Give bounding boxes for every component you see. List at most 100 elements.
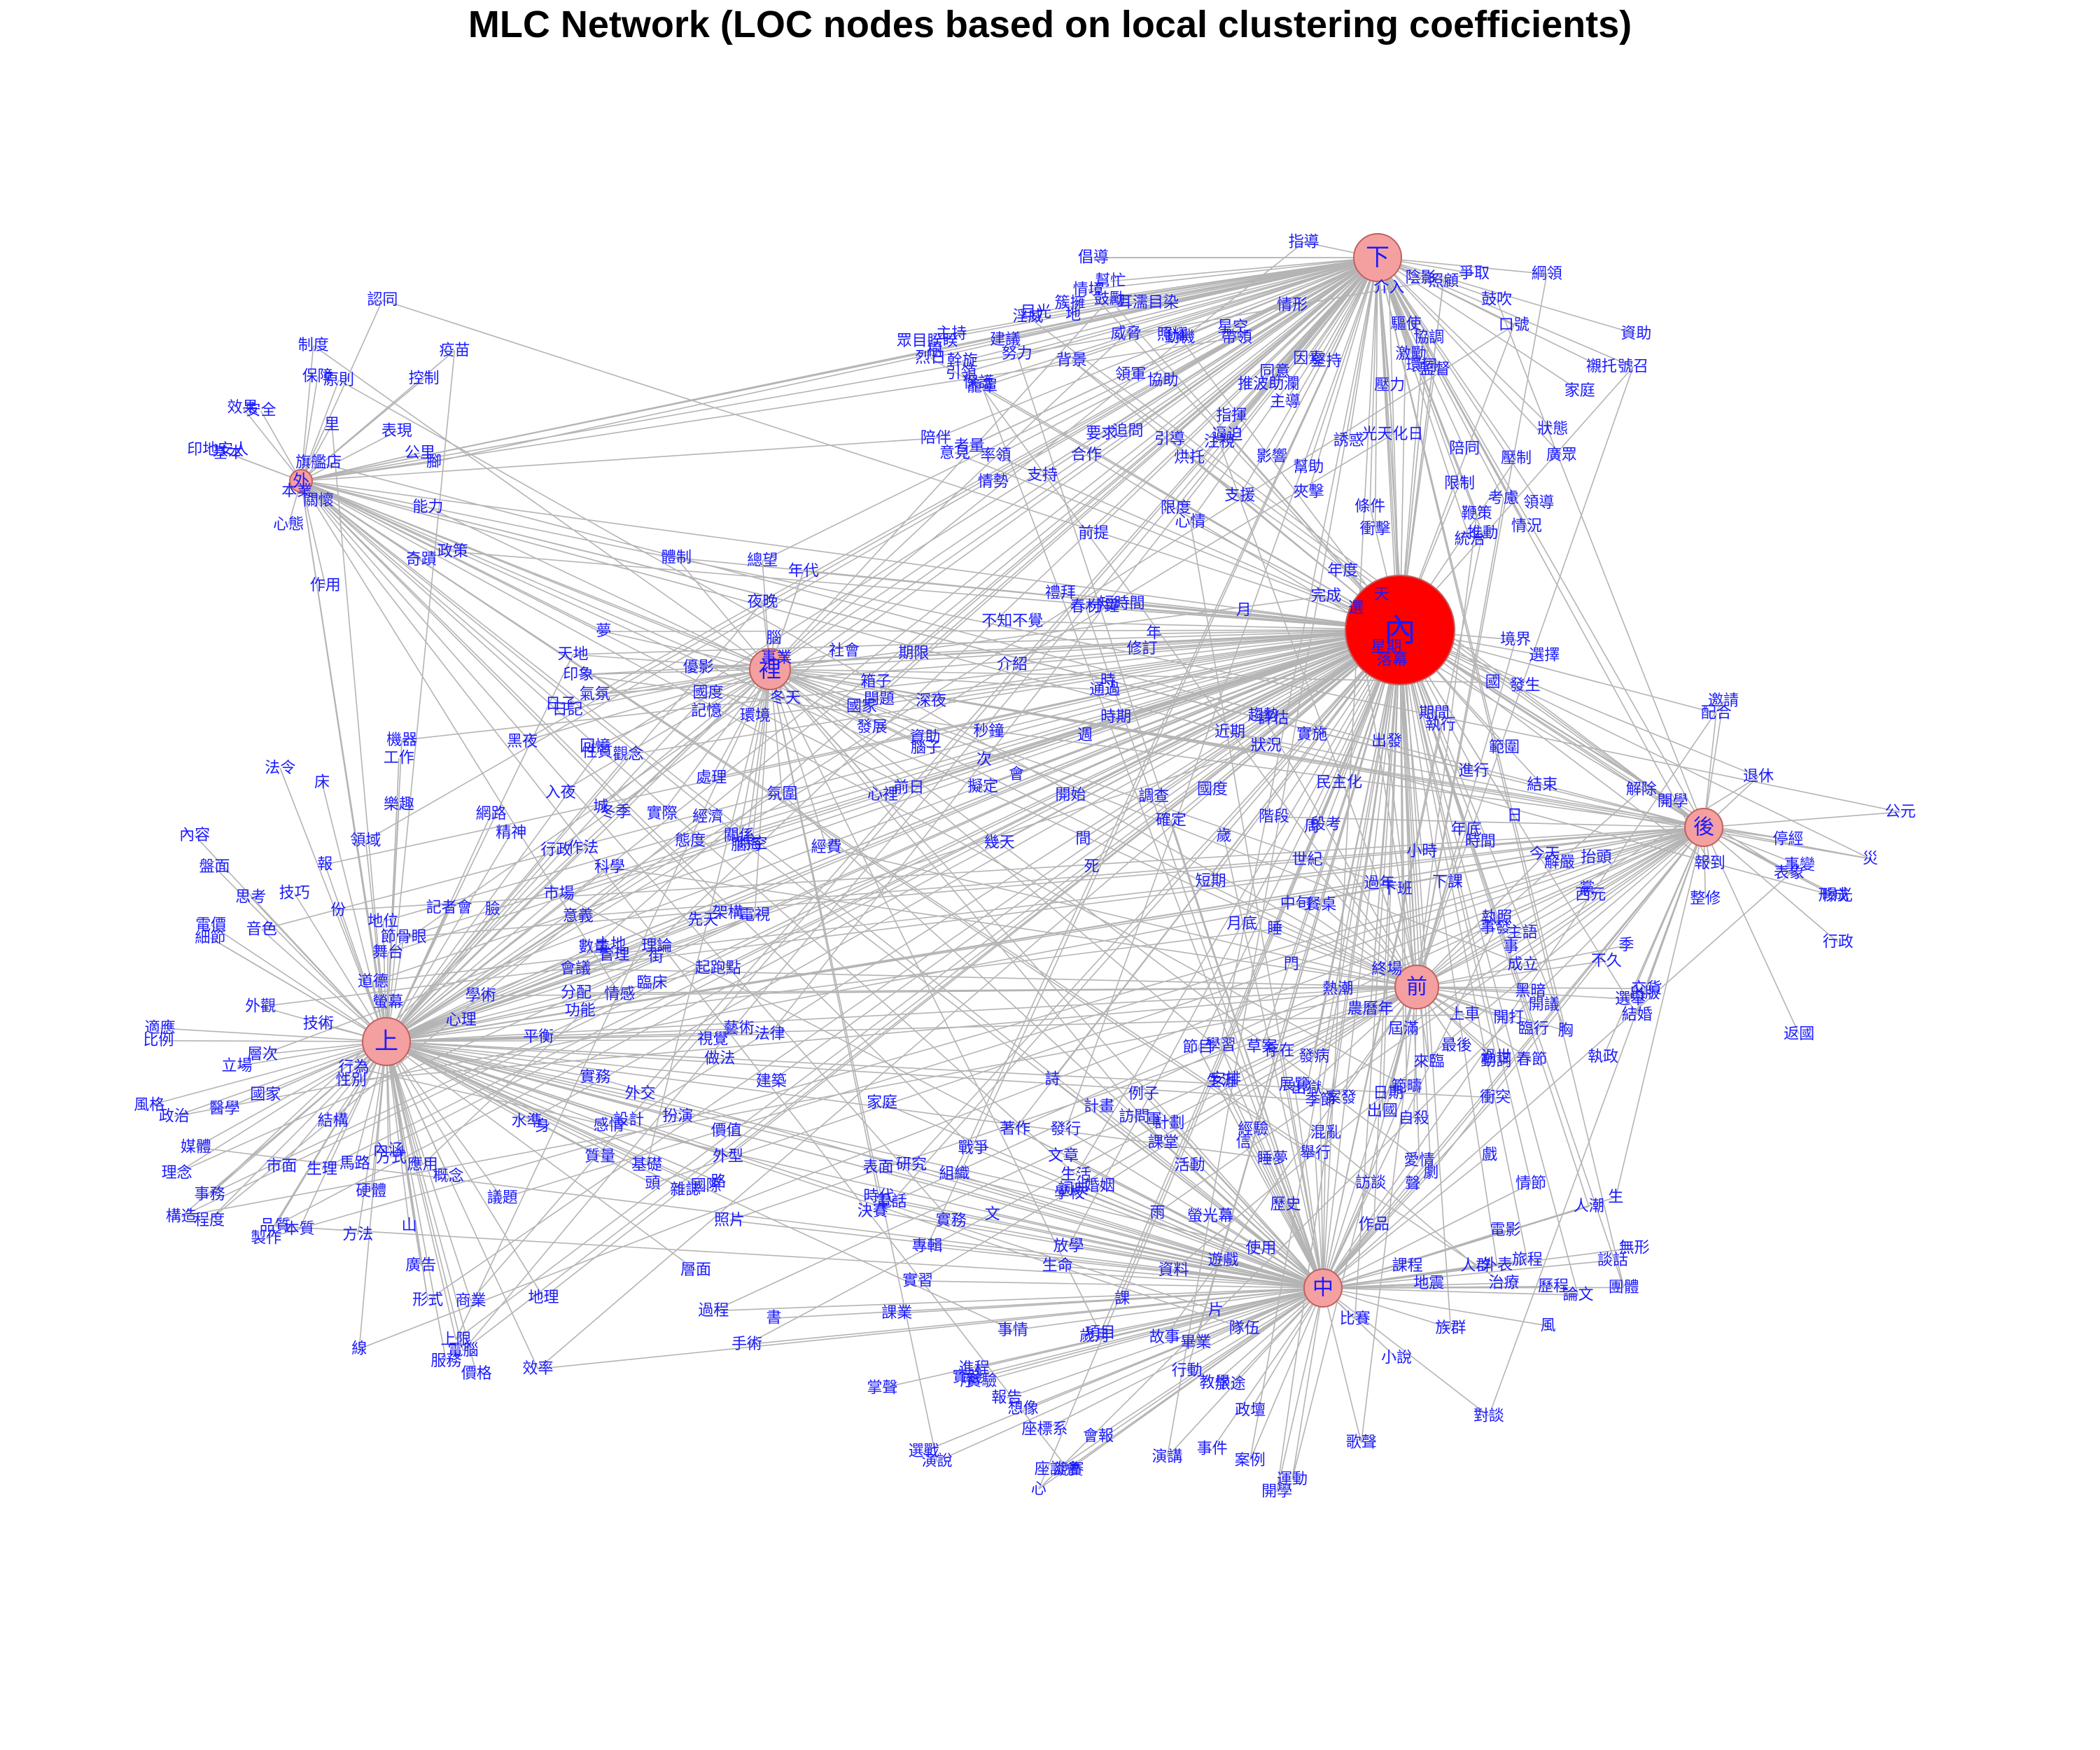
network-edge bbox=[578, 668, 771, 676]
network-edge bbox=[1416, 274, 1548, 988]
node-label: 馬路 bbox=[340, 1155, 370, 1172]
node-label: 日子 bbox=[545, 696, 576, 713]
network-edge bbox=[300, 480, 1407, 1088]
node-label: 效率 bbox=[522, 1360, 553, 1378]
network-edge bbox=[386, 1041, 1070, 1195]
network-edge bbox=[386, 1041, 596, 1079]
network-edge bbox=[1110, 257, 1378, 282]
network-edge bbox=[690, 629, 1401, 842]
node-label: 構造 bbox=[166, 1208, 197, 1225]
node-label: 今天 bbox=[1530, 846, 1560, 863]
node-label: 開始 bbox=[1055, 786, 1086, 804]
node-label: 執行 bbox=[1425, 716, 1456, 734]
node-label: 情節 bbox=[1516, 1175, 1546, 1192]
node-label: 頭 bbox=[645, 1175, 660, 1193]
network-edge bbox=[300, 345, 314, 482]
node-label: 分配 bbox=[561, 984, 592, 1002]
node-label: 日記 bbox=[552, 701, 583, 718]
node-label: 光天化日 bbox=[1362, 426, 1423, 443]
network-edge bbox=[769, 668, 925, 738]
network-edge bbox=[386, 1041, 1496, 1098]
node-label: 背景 bbox=[1056, 352, 1087, 370]
node-label: 夢 bbox=[596, 623, 611, 640]
node-label: 天 bbox=[1374, 586, 1390, 603]
node-label: 腦海 bbox=[731, 836, 762, 854]
network-edge bbox=[769, 668, 1398, 890]
node-label: 制度 bbox=[298, 337, 329, 354]
network-edge bbox=[1322, 724, 1441, 1289]
node-label: 臨行 bbox=[1518, 1020, 1549, 1037]
node-label: 睡 bbox=[1267, 920, 1282, 938]
node-label: 家庭 bbox=[1564, 382, 1595, 400]
node-label: 熱潮 bbox=[1322, 980, 1353, 997]
network-edge bbox=[1377, 257, 1478, 514]
network-edge bbox=[713, 1287, 1324, 1312]
node-label: 戰爭 bbox=[958, 1140, 989, 1157]
node-label: 率領 bbox=[980, 447, 1011, 465]
node-label: 主持 bbox=[936, 325, 967, 342]
network-edge bbox=[1073, 986, 1418, 1190]
network-edge bbox=[1109, 257, 1378, 300]
network-edge bbox=[1377, 257, 1547, 275]
node-label: 經驗 bbox=[1238, 1121, 1268, 1138]
network-edge bbox=[769, 668, 1101, 1334]
node-label: 協助 bbox=[1147, 372, 1178, 389]
network-edge bbox=[386, 350, 456, 1042]
node-label: 設計 bbox=[613, 1112, 644, 1129]
node-label: 精神 bbox=[496, 825, 526, 842]
network-edge bbox=[1399, 629, 1404, 1030]
node-label: 家庭 bbox=[867, 1094, 897, 1112]
node-label: 日 bbox=[1507, 807, 1522, 825]
network-edge bbox=[1098, 1287, 1324, 1437]
node-label: 統治 bbox=[1455, 531, 1485, 548]
node-label: 情形 bbox=[1277, 296, 1308, 314]
hub-label-裡: 裡 bbox=[759, 656, 781, 682]
node-label: 認同 bbox=[367, 291, 398, 309]
hub-edge bbox=[386, 257, 1378, 1042]
network-edge bbox=[769, 668, 938, 1462]
node-label: 過年 bbox=[1364, 874, 1394, 892]
network-edge bbox=[357, 1041, 387, 1236]
network-edge bbox=[210, 937, 387, 1042]
network-edge bbox=[300, 377, 318, 482]
node-label: 時期 bbox=[1100, 708, 1131, 726]
network-edge bbox=[462, 257, 1378, 1352]
node-label: 數量 bbox=[578, 939, 609, 956]
network-edge bbox=[925, 629, 1401, 738]
network-edge bbox=[1028, 257, 1378, 318]
node-label: 電話 bbox=[876, 1194, 907, 1211]
hub-edge bbox=[769, 257, 1378, 670]
network-edge bbox=[1322, 1264, 1497, 1289]
node-label: 體制 bbox=[661, 549, 692, 566]
network-edge bbox=[351, 986, 1418, 1082]
node-label: 價值 bbox=[711, 1122, 742, 1140]
network-edge bbox=[387, 257, 1378, 953]
network-edge bbox=[1399, 629, 1528, 1261]
network-edge bbox=[746, 1287, 1324, 1345]
node-label: 入夜 bbox=[545, 784, 576, 802]
node-label: 終場 bbox=[1371, 961, 1402, 979]
node-label: 會議 bbox=[560, 960, 591, 978]
network-edge bbox=[158, 1040, 387, 1042]
network-edge bbox=[1166, 1287, 1324, 1457]
network-edge bbox=[1306, 860, 1418, 988]
network-edge bbox=[1322, 1086, 1408, 1289]
network-edge bbox=[1399, 629, 1759, 778]
node-label: 屆滿 bbox=[1388, 1021, 1419, 1038]
network-edge bbox=[1071, 257, 1378, 361]
node-label: 運動 bbox=[1277, 1471, 1308, 1488]
node-label: 出版 bbox=[1629, 985, 1660, 1002]
network-edge bbox=[1320, 629, 1401, 1101]
network-edge bbox=[1377, 257, 1460, 484]
network-edge bbox=[1014, 629, 1401, 1130]
network-edge bbox=[386, 1041, 477, 1374]
node-label: 關係 bbox=[724, 827, 755, 844]
network-edge bbox=[1109, 298, 1401, 631]
node-label: 實驗 bbox=[966, 1373, 997, 1390]
network-edge bbox=[1065, 257, 1378, 1130]
node-label: 實習 bbox=[902, 1272, 933, 1289]
network-edge bbox=[1028, 316, 1704, 828]
node-label: 電價 bbox=[195, 916, 226, 934]
node-label: 確定 bbox=[1156, 812, 1186, 830]
network-edge bbox=[1373, 629, 1401, 1225]
